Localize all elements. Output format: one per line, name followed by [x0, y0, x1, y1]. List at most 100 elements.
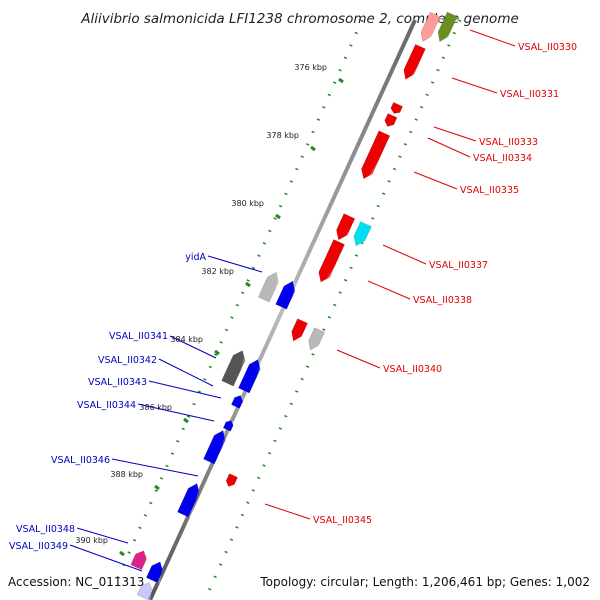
- major-tick: [275, 213, 281, 220]
- gene-VSAL_II0340-shade: [310, 332, 328, 352]
- gene-VSAL_II0349-shade: [157, 561, 163, 584]
- gene-label: VSAL_II0341: [109, 331, 168, 342]
- gene-VSAL_II0330a-shade: [422, 16, 443, 43]
- accession-text: Accession: NC_011313: [8, 575, 145, 589]
- leader-line: [433, 126, 477, 142]
- gene-VSAL_II0342: [238, 359, 261, 394]
- gene-VSAL_II0339: [291, 318, 308, 342]
- gene-VSAL_II0341: [221, 350, 246, 387]
- gene-VSAL_II0330b-shade: [439, 16, 460, 43]
- gene-label: VSAL_II0346: [51, 455, 110, 466]
- tick-label: 382 kbp: [201, 267, 234, 276]
- leader-line: [137, 403, 215, 422]
- leader-line: [69, 544, 143, 572]
- gene-label: VSAL_II0344: [77, 400, 136, 411]
- gene-yidA-grey-shade: [269, 272, 279, 304]
- gene-VSAL_II0337: [353, 221, 372, 247]
- leader-line: [451, 77, 498, 94]
- leader-line: [264, 503, 311, 520]
- gene-yidA-grey: [257, 271, 279, 303]
- tick-label: 380 kbp: [231, 199, 264, 208]
- gene-yidA-shade: [286, 281, 296, 311]
- gene-VSAL_II0350: [136, 582, 153, 600]
- gene-VSAL_II0335-shade: [363, 135, 393, 180]
- gene-VSAL_II0342-shade: [249, 359, 261, 395]
- tick-label: 388 kbp: [110, 470, 143, 479]
- gene-VSAL_II0331: [403, 43, 426, 80]
- gene-yidA: [275, 280, 296, 310]
- gene-VSAL_II0348-shade: [141, 550, 147, 571]
- major-tick: [154, 484, 160, 491]
- gene-VSAL_II0347-shade: [188, 483, 200, 519]
- tick-label: 390 kbp: [75, 536, 108, 545]
- leader-line: [111, 458, 199, 477]
- gene-label: VSAL_II0338: [413, 295, 472, 306]
- major-tick: [310, 145, 316, 152]
- gene-VSAL_II0337-shade: [356, 226, 375, 248]
- gene-label: VSAL_II0348: [16, 524, 75, 535]
- gene-label: VSAL_II0335: [460, 185, 519, 196]
- gene-VSAL_II0338-shade: [320, 244, 348, 284]
- gene-VSAL_II0346: [203, 430, 226, 465]
- gene-VSAL_II0348: [130, 550, 147, 571]
- gene-label: VSAL_II0349: [9, 541, 68, 552]
- gene-VSAL_II0344: [222, 420, 234, 432]
- gene-label: yidA: [185, 252, 206, 263]
- gene-VSAL_II0349: [145, 561, 164, 583]
- leader-line: [207, 255, 263, 273]
- gene-features: [130, 11, 460, 600]
- leader-line: [382, 244, 427, 265]
- gene-VSAL_II0336-shade: [338, 218, 358, 242]
- gene-VSAL_II0333: [390, 101, 404, 114]
- map-title: Aliivibrio salmonicida LFI1238 chromosom…: [80, 11, 519, 27]
- gene-label: VSAL_II0333: [479, 137, 538, 148]
- gene-label: VSAL_II0342: [98, 355, 157, 366]
- gene-VSAL_II0344-shade: [230, 420, 234, 433]
- major-tick: [214, 349, 220, 356]
- gene-VSAL_II0330b: [437, 11, 458, 43]
- gene-VSAL_II0350-shade: [148, 582, 153, 600]
- gene-VSAL_II0340: [308, 327, 325, 351]
- gene-VSAL_II0343-shade: [239, 395, 244, 410]
- tick-label: 378 kbp: [266, 131, 299, 140]
- leader-line: [148, 380, 222, 399]
- gene-labels: VSAL_II0330 VSAL_II0331 VSAL_II0333 VSAL_II…: [9, 29, 577, 572]
- gene-label: VSAL_II0340: [383, 364, 442, 375]
- major-tick: [183, 417, 189, 424]
- gene-VSAL_II0333-shade: [393, 106, 406, 115]
- gene-VSAL_II0338: [318, 239, 345, 283]
- leader-line: [336, 349, 381, 369]
- tick-track-inner: [116, 19, 364, 579]
- major-tick: [338, 77, 344, 84]
- major-tick: [245, 281, 251, 288]
- gene-label: VSAL_II0345: [313, 515, 372, 526]
- gene-VSAL_II0341-shade: [233, 350, 246, 388]
- major-tick: [119, 550, 125, 557]
- gene-VSAL_II0335: [361, 130, 391, 180]
- gene-VSAL_II0345: [225, 473, 238, 487]
- topology-text: Topology: circular; Length: 1,206,461 bp…: [260, 575, 590, 589]
- gene-VSAL_II0339-shade: [293, 323, 311, 343]
- tick-label: 384 kbp: [170, 335, 203, 344]
- gene-label: VSAL_II0334: [473, 153, 532, 164]
- gene-VSAL_II0331-shade: [405, 48, 429, 81]
- leader-line: [76, 527, 129, 544]
- gene-VSAL_II0330a: [420, 11, 441, 43]
- gene-label: VSAL_II0331: [500, 89, 559, 100]
- leader-line: [169, 335, 217, 359]
- gene-VSAL_II0343: [231, 395, 244, 409]
- gene-VSAL_II0334: [384, 113, 398, 127]
- gene-label: VSAL_II0337: [429, 260, 488, 271]
- gene-VSAL_II0346-shade: [214, 430, 226, 466]
- leader-line: [158, 358, 214, 387]
- gene-VSAL_II0345-shade: [228, 477, 241, 488]
- leader-line: [427, 137, 471, 158]
- leader-line: [413, 171, 458, 190]
- gene-VSAL_II0336: [336, 213, 356, 241]
- gene-label: VSAL_II0343: [88, 377, 147, 388]
- leader-line: [469, 29, 516, 47]
- gene-VSAL_II0347: [177, 483, 200, 518]
- feature-track-outer: [203, 19, 462, 600]
